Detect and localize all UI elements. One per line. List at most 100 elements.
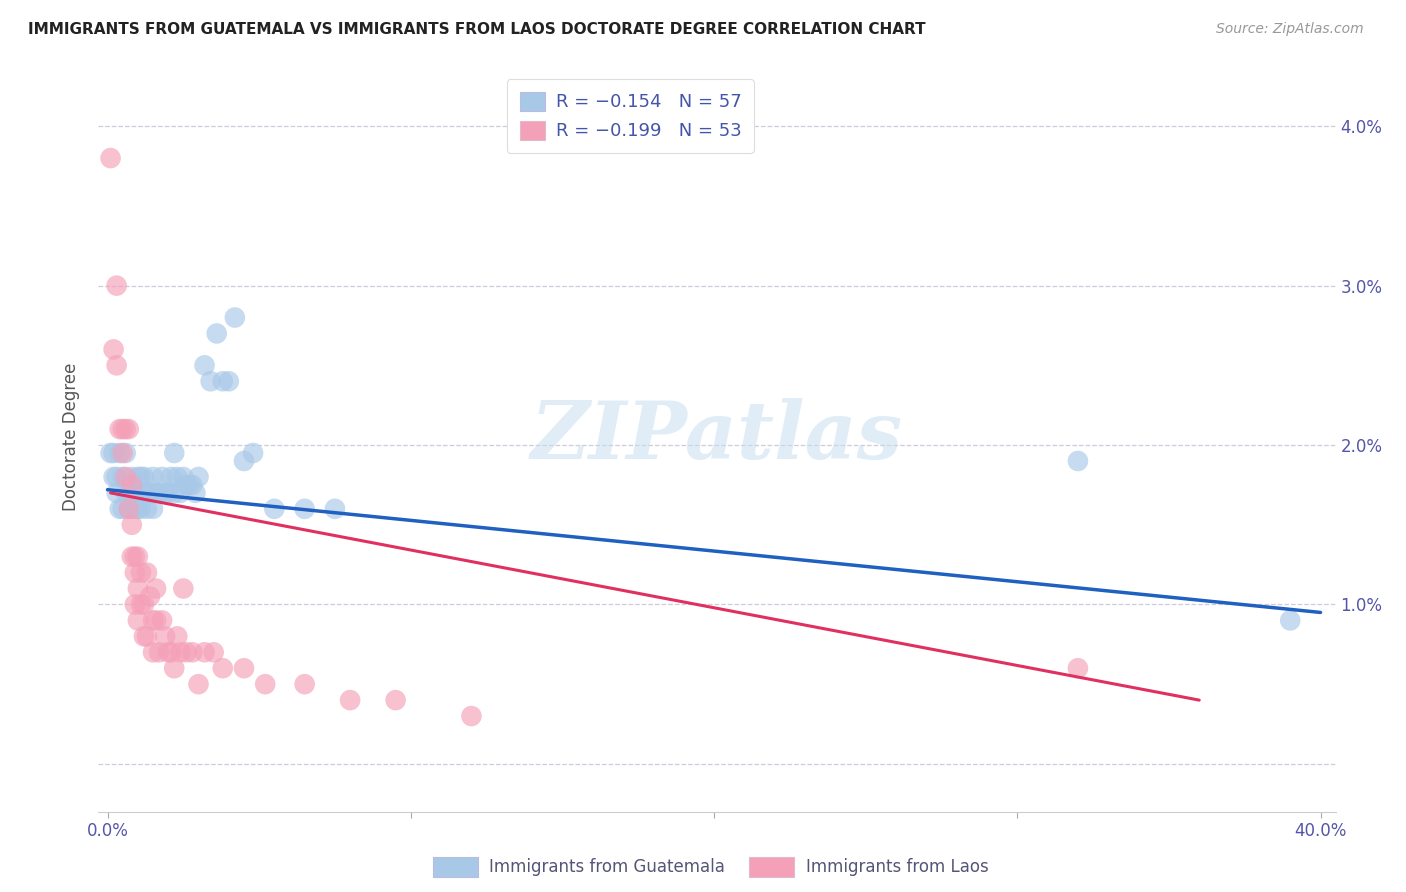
Point (118, 486, 141, 500)
Point (129, 598, 152, 612)
Point (124, 566, 146, 580)
Point (294, 501, 316, 516)
Text: ZIPatlas: ZIPatlas (531, 399, 903, 475)
Legend: R = −0.154   N = 57, R = −0.199   N = 53: R = −0.154 N = 57, R = −0.199 N = 53 (508, 79, 754, 153)
Point (460, 709, 482, 723)
Point (184, 486, 207, 500)
Point (142, 645, 165, 659)
Point (142, 614, 165, 628)
Point (187, 677, 209, 691)
Point (129, 470, 152, 484)
Point (323, 501, 346, 516)
Point (108, 446, 131, 460)
Point (127, 614, 149, 628)
Point (108, 422, 131, 436)
Point (136, 629, 159, 643)
Point (105, 470, 128, 484)
Text: Source: ZipAtlas.com: Source: ZipAtlas.com (1216, 22, 1364, 37)
Point (142, 501, 165, 516)
Point (124, 501, 146, 516)
Point (205, 326, 228, 341)
Point (150, 470, 173, 484)
Point (136, 501, 159, 516)
Point (169, 645, 191, 659)
Point (142, 470, 165, 484)
Point (111, 470, 134, 484)
Point (211, 374, 233, 388)
Point (105, 486, 128, 500)
Point (150, 614, 173, 628)
Point (127, 549, 149, 564)
Point (187, 470, 209, 484)
Point (1067, 454, 1090, 468)
Point (105, 278, 128, 293)
Point (148, 486, 170, 500)
Point (129, 566, 152, 580)
Text: Immigrants from Laos: Immigrants from Laos (806, 858, 988, 876)
Point (136, 566, 159, 580)
Point (121, 517, 143, 532)
Point (111, 446, 134, 460)
Point (176, 645, 198, 659)
Point (166, 629, 188, 643)
Point (129, 501, 152, 516)
Point (202, 645, 225, 659)
Point (172, 582, 194, 596)
Point (103, 470, 125, 484)
Point (294, 677, 316, 691)
Point (169, 486, 191, 500)
Point (127, 470, 149, 484)
Point (114, 486, 136, 500)
Point (118, 422, 141, 436)
Point (136, 486, 159, 500)
Point (127, 501, 149, 516)
Point (211, 661, 233, 675)
Point (111, 422, 134, 436)
Point (108, 501, 131, 516)
Point (1279, 614, 1302, 628)
Point (339, 693, 361, 707)
Text: IMMIGRANTS FROM GUATEMALA VS IMMIGRANTS FROM LAOS DOCTORATE DEGREE CORRELATION C: IMMIGRANTS FROM GUATEMALA VS IMMIGRANTS … (28, 22, 925, 37)
Point (172, 470, 194, 484)
Point (139, 590, 162, 604)
Point (132, 470, 155, 484)
Point (163, 446, 186, 460)
Point (179, 478, 201, 492)
Point (233, 454, 256, 468)
Point (100, 446, 122, 460)
Point (124, 486, 146, 500)
Point (148, 645, 170, 659)
Point (145, 614, 167, 628)
Point (124, 598, 146, 612)
Point (118, 501, 141, 516)
Point (181, 478, 204, 492)
Point (111, 501, 134, 516)
Point (160, 645, 183, 659)
Point (132, 486, 155, 500)
Point (153, 486, 176, 500)
Point (103, 343, 125, 357)
Point (118, 501, 141, 516)
Point (384, 693, 406, 707)
Point (124, 549, 146, 564)
Point (127, 582, 149, 596)
Point (1067, 661, 1090, 675)
Point (163, 661, 186, 675)
Point (224, 310, 246, 325)
Point (153, 629, 176, 643)
Point (139, 486, 162, 500)
Point (157, 645, 180, 659)
Y-axis label: Doctorate Degree: Doctorate Degree (62, 363, 80, 511)
Point (200, 374, 222, 388)
Point (132, 629, 155, 643)
Point (121, 501, 143, 516)
Point (145, 486, 167, 500)
Point (193, 645, 215, 659)
Point (114, 422, 136, 436)
Point (163, 486, 186, 500)
Point (181, 645, 204, 659)
Point (233, 661, 256, 675)
Point (132, 598, 155, 612)
Point (121, 478, 143, 492)
Point (218, 374, 240, 388)
